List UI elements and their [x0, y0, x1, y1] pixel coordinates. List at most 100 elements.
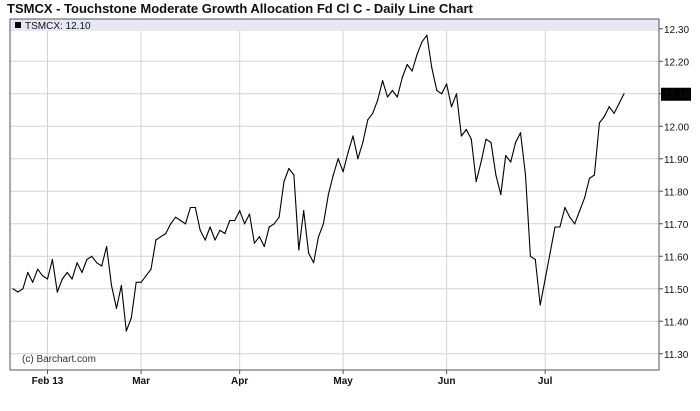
- data-point: [199, 229, 201, 231]
- data-point: [603, 115, 605, 118]
- data-point: [490, 141, 492, 144]
- data-point: [140, 281, 142, 283]
- data-point: [441, 93, 443, 95]
- grid-lines: [10, 19, 659, 370]
- data-point: [248, 213, 251, 215]
- data-point: [150, 268, 152, 270]
- data-point: [263, 245, 265, 248]
- data-point: [258, 236, 260, 238]
- data-point: [500, 193, 502, 196]
- data-point: [283, 180, 285, 183]
- data-point: [534, 258, 536, 261]
- data-point: [219, 229, 221, 231]
- legend-swatch: [15, 22, 21, 28]
- data-point: [204, 239, 206, 241]
- data-point: [27, 271, 29, 274]
- data-point: [327, 193, 329, 196]
- y-tick-label: 12.00: [664, 122, 689, 133]
- data-point: [544, 278, 546, 280]
- data-point: [347, 151, 349, 153]
- data-point: [618, 102, 620, 105]
- x-tick-label: Jul: [538, 376, 553, 387]
- data-point: [184, 223, 187, 225]
- data-point: [362, 141, 364, 144]
- data-point: [91, 255, 93, 257]
- x-tick-label: Jun: [438, 376, 456, 387]
- x-tick-label: Apr: [231, 376, 248, 387]
- data-point: [455, 93, 458, 95]
- y-tick-label: 12.20: [664, 57, 689, 68]
- data-point: [42, 275, 44, 277]
- data-point: [101, 265, 103, 267]
- data-point: [593, 174, 596, 176]
- data-point: [382, 80, 384, 82]
- data-point: [342, 171, 344, 173]
- data-point: [549, 252, 551, 254]
- data-point: [298, 249, 300, 251]
- data-point: [244, 223, 246, 225]
- data-point: [71, 278, 73, 280]
- data-point: [470, 138, 472, 140]
- data-point: [436, 89, 438, 92]
- data-point: [519, 132, 522, 134]
- data-point: [613, 112, 615, 114]
- data-point: [61, 278, 63, 280]
- chart-title: TSMCX - Touchstone Moderate Growth Alloc…: [7, 1, 473, 16]
- data-point: [51, 258, 54, 261]
- data-point: [411, 70, 413, 72]
- data-point: [367, 119, 369, 121]
- last-value-label: 12.10: [664, 90, 689, 101]
- data-point: [569, 216, 571, 218]
- last-value-badge: [661, 87, 691, 101]
- data-point: [529, 255, 532, 257]
- data-point: [446, 83, 448, 85]
- y-tick-label: 11.90: [664, 155, 689, 166]
- data-point: [106, 245, 108, 248]
- data-point: [165, 232, 167, 235]
- data-point: [396, 96, 398, 98]
- data-point: [391, 89, 393, 92]
- data-point: [524, 174, 527, 176]
- data-point: [268, 226, 270, 228]
- data-point: [505, 154, 507, 157]
- data-point: [510, 161, 512, 163]
- data-point: [17, 291, 19, 293]
- data-point: [352, 135, 354, 137]
- data-point: [12, 288, 14, 290]
- data-point: [598, 122, 601, 124]
- data-point: [485, 138, 487, 140]
- data-point: [406, 63, 408, 66]
- plot-frame: [9, 18, 660, 371]
- last-value-badge-group: 12.10: [661, 87, 691, 101]
- data-point: [450, 106, 453, 108]
- data-point: [160, 236, 162, 238]
- y-tick-label: 11.80: [664, 187, 689, 198]
- x-axis: Feb 13 Mar Apr May Jun Jul: [32, 370, 553, 387]
- data-point: [76, 262, 78, 264]
- data-point: [574, 223, 576, 225]
- data-point: [475, 180, 477, 183]
- watermark: (c) Barchart.com: [22, 354, 96, 365]
- data-point: [81, 271, 83, 274]
- x-tick-label: Mar: [132, 376, 150, 387]
- data-point: [431, 67, 433, 69]
- y-tick-label: 11.30: [664, 350, 689, 361]
- data-point: [130, 317, 132, 319]
- data-point: [194, 206, 196, 209]
- data-point: [539, 304, 541, 306]
- data-point: [608, 106, 610, 108]
- data-point: [337, 158, 339, 160]
- data-point: [588, 177, 591, 179]
- data-point: [22, 288, 24, 290]
- data-point: [56, 291, 58, 293]
- data-point: [115, 307, 118, 309]
- data-point: [293, 174, 295, 176]
- data-point: [460, 135, 462, 137]
- y-axis: 11.30 11.40 11.50 11.60 11.70 11.80 11.90 12.00…: [659, 25, 689, 361]
- data-point: [332, 174, 334, 176]
- data-point: [386, 96, 389, 98]
- data-point: [317, 236, 320, 238]
- legend-band: [10, 19, 659, 31]
- series-line: [12, 34, 625, 332]
